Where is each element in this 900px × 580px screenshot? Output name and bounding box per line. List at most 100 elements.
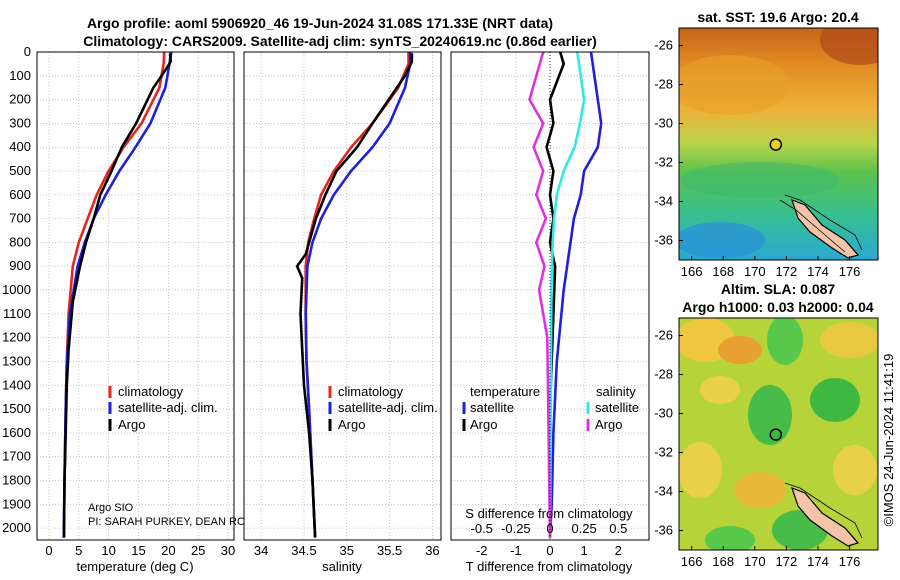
sst-map-title: sat. SST: 19.6 Argo: 20.4	[697, 9, 859, 25]
map-x-label: 166	[681, 554, 703, 569]
argo-sio-note: Argo SIO	[88, 502, 134, 514]
y-tick-label: 200	[9, 92, 31, 107]
series-line-satellite-adj-clim-	[304, 52, 412, 538]
salinity-panel: 34 34.5 35 35.5 36 salinity climatology sate…	[243, 51, 442, 574]
sst-map-ticks: 166 168 170 172 174 176 -26 -28 -30 -32 -34 -36	[654, 38, 860, 279]
series-line-argo	[62, 53, 172, 538]
map-y-label: -34	[654, 484, 673, 499]
map-x-label: 174	[807, 264, 829, 279]
y-tick-label: 600	[9, 187, 31, 202]
map-x-label: 174	[807, 554, 829, 569]
landmass	[791, 198, 860, 259]
x-tick-label: -1	[510, 543, 522, 558]
legend-salinity-title: salinity	[596, 384, 636, 399]
y-tick-label: 100	[9, 68, 31, 83]
y-tick-label: 900	[9, 258, 31, 273]
difference-panel: -2 -1 0 1 2 T difference from climatology S …	[450, 51, 650, 574]
series-line-s-argo	[528, 52, 552, 538]
map-y-label: -26	[654, 328, 673, 343]
legend-t-satellite: satellite	[470, 400, 514, 415]
temperature-grid	[37, 51, 234, 540]
sla-map-subtitle: Argo h1000: 0.03 h2000: 0.04	[682, 299, 874, 315]
map-y-label: -36	[654, 523, 673, 538]
legend-s-satellite: satellite	[595, 400, 639, 415]
map-x-label: 176	[839, 264, 861, 279]
x-tick-label: 34	[254, 543, 268, 558]
legend-t-argo: Argo	[470, 417, 497, 432]
pi-note: PI: SARAH PURKEY, DEAN RO	[88, 516, 246, 528]
landmass-sla	[791, 486, 860, 547]
map-y-label: -28	[654, 367, 673, 382]
temperature-series	[62, 52, 173, 538]
map-y-label: -28	[654, 77, 673, 92]
y-tick-label: 500	[9, 163, 31, 178]
legend-climatology: climatology	[118, 384, 184, 399]
legend-s-argo: Argo	[595, 417, 622, 432]
x-tick-label: 0	[45, 543, 52, 558]
series-line-s-satellite	[548, 52, 586, 538]
temperature-tick-labels: 0 5 10 15 20 25 30	[45, 543, 235, 558]
sla-map-panel: Altim. SLA: 0.087 Argo h1000: 0.03 h2000…	[654, 281, 879, 569]
salinity-tick-labels: 34 34.5 35 35.5 36	[254, 543, 440, 558]
y-tick-label: 1700	[2, 449, 31, 464]
difference-tick-labels: -2 -1 0 1 2	[476, 543, 622, 558]
x-tick-label: 10	[101, 543, 115, 558]
y-tick-label: 1000	[2, 282, 31, 297]
y-tick-label: 400	[9, 139, 31, 154]
salinity-series	[295, 52, 414, 538]
sla-map-title: Altim. SLA: 0.087	[721, 281, 836, 297]
header-line1: Argo profile: aoml 5906920_46 19-Jun-202…	[87, 15, 553, 31]
sla-map-ticks: 166 168 170 172 174 176 -26 -28 -30 -32 -34 -36	[654, 328, 860, 569]
argo-location-marker-sla	[769, 428, 783, 441]
map-y-label: -34	[654, 194, 673, 209]
map-x-label: 166	[681, 264, 703, 279]
s-tick-label: 0.5	[609, 521, 627, 536]
x-tick-label: 36	[425, 543, 439, 558]
temperature-panel: 0100200300400500600700800900100011001200…	[2, 44, 246, 574]
x-tick-label: 2	[615, 543, 622, 558]
y-tick-label: 1500	[2, 401, 31, 416]
temperature-legend: climatology satellite-adj. clim. Argo	[108, 384, 218, 432]
depth-tick-labels: 0 100 200 300 400 500 600 700 800 900 1000 1100 1200…	[2, 44, 31, 535]
x-tick-label: 35	[340, 543, 354, 558]
legend-satellite-adj: satellite-adj. clim.	[118, 400, 218, 415]
y-tick-label: 1200	[2, 330, 31, 345]
series-line-t-satellite	[548, 52, 603, 538]
y-tick-label: 300	[9, 115, 31, 130]
difference-series	[528, 52, 603, 540]
y-tick-label: 700	[9, 211, 31, 226]
x-tick-label: 25	[191, 543, 205, 558]
y-tick-label: 800	[9, 234, 31, 249]
y-tick-label: 1600	[2, 425, 31, 440]
s-tick-label: -0.25	[501, 521, 531, 536]
s-tick-label: 0	[546, 521, 553, 536]
s-tick-label: 0.25	[571, 521, 596, 536]
y-tick-label: 0	[24, 44, 31, 59]
x-tick-label: -2	[476, 543, 488, 558]
map-x-label: 176	[839, 554, 861, 569]
legend-s-climatology: climatology	[338, 384, 404, 399]
salinity-legend: climatology satellite-adj. clim. Argo	[328, 384, 438, 432]
legend-temperature-title: temperature	[470, 384, 540, 399]
map-y-label: -26	[654, 38, 673, 53]
salinity-xlabel: salinity	[322, 559, 362, 574]
salinity-grid	[244, 51, 441, 540]
x-tick-label: 0	[546, 543, 553, 558]
header-line2: Climatology: CARS2009. Satellite-adj cli…	[83, 33, 597, 49]
map-y-label: -30	[654, 116, 673, 131]
difference-legend: temperature salinity satellite Argo sate…	[462, 384, 639, 432]
series-line-t-argo	[545, 52, 566, 538]
map-y-label: -36	[654, 233, 673, 248]
map-x-label: 168	[712, 264, 734, 279]
sst-map-panel: sat. SST: 19.6 Argo: 20.4 166 168 170 172 17…	[654, 9, 879, 279]
x-tick-label: 1	[581, 543, 588, 558]
x-tick-label: 34.5	[291, 543, 316, 558]
difference-xlabel: T difference from climatology	[466, 559, 633, 574]
y-tick-label: 1100	[3, 306, 31, 321]
map-x-label: 172	[776, 554, 798, 569]
map-x-label: 172	[776, 264, 798, 279]
map-y-label: -32	[654, 155, 673, 170]
map-x-label: 170	[744, 554, 766, 569]
x-tick-label: 30	[221, 543, 235, 558]
